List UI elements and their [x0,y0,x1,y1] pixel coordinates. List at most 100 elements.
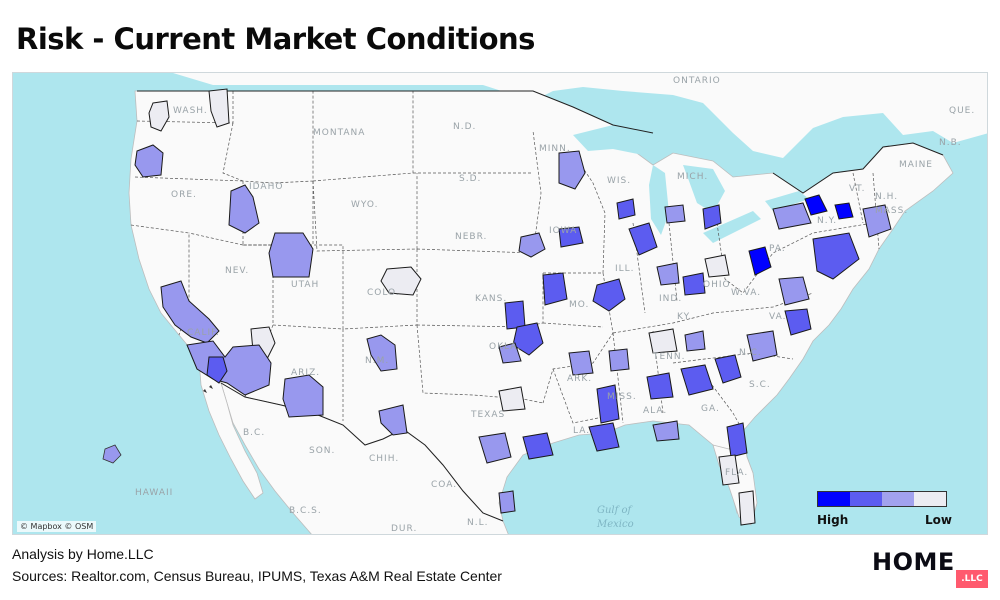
place-label: HAWAII [135,488,173,498]
metro-region[interactable] [804,194,828,216]
place-label: N.B. [939,138,962,148]
place-label: ONTARIO [673,76,721,86]
country-borders [137,90,944,522]
legend: High Low [817,489,987,534]
place-label: FLA. [725,468,748,478]
metro-region[interactable] [746,330,778,362]
metro-region[interactable] [518,232,546,258]
metro-region[interactable] [646,372,674,400]
place-label: ALA. [643,406,667,416]
place-label: N.H. [875,192,898,202]
place-label: WASH. [173,106,208,116]
place-label: COA. [431,480,457,490]
place-label: SON. [309,446,335,456]
metro-region[interactable] [748,246,772,276]
metro-region[interactable] [680,364,714,396]
place-label: KANS. [475,294,507,304]
metro-region[interactable] [206,356,228,384]
metro-region[interactable] [568,350,594,376]
metro-region[interactable] [596,384,620,424]
metro-region[interactable] [498,342,522,364]
metro-region[interactable] [588,422,620,452]
metro-region[interactable] [682,272,706,296]
metro-region[interactable] [522,432,554,460]
place-label: MISS. [607,392,637,402]
metro-region[interactable] [784,308,812,336]
analysis-credit: Analysis by Home.LLC [12,546,154,562]
metro-region[interactable] [504,300,526,330]
metro-region[interactable] [478,432,512,464]
place-label: S.D. [459,174,481,184]
lake-huron [683,165,725,213]
metro-region[interactable] [616,198,636,220]
map-canvas[interactable]: ONTARIO WASH. MONTANA N.D. MINN. ORE. ID… [13,73,988,535]
metro-region[interactable] [738,490,756,526]
canada-landmass [13,73,987,158]
place-label: COLO. [367,288,400,298]
metro-region[interactable] [148,100,170,132]
place-label: N.M. [365,356,389,366]
place-label: OHIO [703,280,731,290]
metro-region[interactable] [378,404,408,436]
metro-region[interactable] [714,354,742,384]
metro-region[interactable] [684,330,706,352]
sources-credit: Sources: Realtor.com, Census Bureau, IPU… [12,568,502,584]
metro-region[interactable] [134,144,164,178]
logo-text: HOME [872,548,955,576]
metro-region[interactable] [628,222,658,256]
metro-region[interactable] [366,334,398,372]
metro-region[interactable] [812,232,860,280]
metro-region[interactable] [702,204,722,230]
metro-region[interactable] [282,374,324,418]
metro-region[interactable] [704,254,730,278]
metro-region[interactable] [268,232,314,278]
metro-region[interactable] [558,226,584,248]
metro-region[interactable] [772,202,812,230]
metro-region[interactable] [608,348,630,372]
map-attribution[interactable]: © Mapbox © OSM [17,521,97,532]
place-label: VT. [849,184,865,194]
place-label: B.C. [243,428,265,438]
place-label: CHIH. [369,454,399,464]
hawaii-island [102,444,122,464]
place-label: NEV. [225,266,249,276]
legend-high-label: High [817,513,849,527]
map[interactable]: ONTARIO WASH. MONTANA N.D. MINN. ORE. ID… [12,72,988,535]
metro-region[interactable] [656,262,680,286]
metro-region[interactable] [778,276,810,306]
metro-region[interactable] [648,328,678,354]
metro-region[interactable] [726,422,748,458]
metro-region[interactable] [862,204,892,238]
place-label: N.D. [453,122,476,132]
metro-region[interactable] [498,386,526,412]
metro-region[interactable] [718,454,740,486]
metro-region[interactable] [380,266,422,296]
metro-region[interactable] [592,278,626,312]
place-label: KY. [677,312,692,322]
place-label: MASS. [875,206,908,216]
metro-regions [134,88,892,526]
metro-region[interactable] [208,88,230,128]
place-label: UTAH [291,280,319,290]
place-label: MICH. [677,172,708,182]
metro-region[interactable] [558,150,586,190]
place-label: WYO. [351,200,378,210]
metro-region[interactable] [160,280,220,344]
metro-region[interactable] [512,322,544,356]
brand-logo: HOME .LLC [872,544,990,594]
metro-region[interactable] [834,202,854,220]
place-label: OKLA. [489,342,521,352]
metro-region[interactable] [228,184,260,234]
place-label: B.C.S. [289,506,322,516]
state-borders [130,91,880,432]
metro-region[interactable] [542,272,568,306]
place-label: MONTANA [313,128,365,138]
page-title: Risk - Current Market Conditions [16,22,535,56]
lake-erie [703,211,761,243]
metro-region[interactable] [664,204,686,224]
place-labels: ONTARIO WASH. MONTANA N.D. MINN. ORE. ID… [135,76,974,534]
place-label: W.VA. [731,288,761,298]
legend-swatch-high [818,492,850,506]
metro-region[interactable] [652,420,680,442]
metro-region[interactable] [498,490,516,514]
